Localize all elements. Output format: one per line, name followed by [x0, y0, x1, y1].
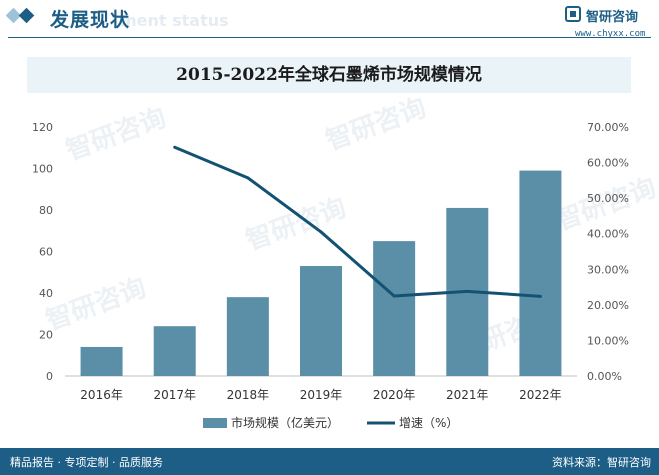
y-right-tick-label: 20.00% [587, 299, 629, 312]
legend-bar-swatch [203, 418, 227, 428]
y-left-tick-label: 100 [32, 163, 53, 176]
y-right-tick-label: 10.00% [587, 334, 629, 347]
x-tick-label: 2020年 [373, 388, 416, 402]
footer-source: 资料来源：智研咨询 [552, 456, 651, 469]
watermark-text: 智研咨询 [242, 192, 350, 257]
y-right-tick-label: 40.00% [587, 228, 629, 241]
header-divider [8, 37, 651, 38]
watermark-text: 智研咨询 [322, 92, 430, 157]
brand-url: www.chyxx.com [575, 29, 646, 39]
y-right-tick-label: 50.00% [587, 192, 629, 205]
y-left-tick-label: 120 [32, 121, 53, 134]
growth-point [392, 294, 396, 298]
y-right-tick-label: 30.00% [587, 263, 629, 276]
section-subtitle: ment status [120, 11, 229, 30]
footer-bar: 精品报告 · 专项定制 · 品质服务 资料来源：智研咨询 [0, 448, 659, 475]
y-left-tick-label: 80 [39, 204, 53, 217]
watermark-text: 智研咨询 [62, 102, 170, 167]
legend-line-label: 增速（%） [399, 416, 458, 430]
x-tick-label: 2018年 [227, 388, 270, 402]
page-header: ment status 发展现状 智研咨询 www.chyxx.com [0, 0, 659, 40]
y-right-tick-label: 0.00% [587, 370, 622, 383]
section-title: 发展现状 [50, 9, 131, 31]
brand-name: 智研咨询 [586, 10, 639, 25]
y-left-tick-label: 40 [39, 287, 53, 300]
watermark-text: 智研咨询 [42, 272, 150, 337]
bar [519, 170, 562, 376]
bar [153, 326, 196, 376]
bar [373, 241, 416, 376]
growth-point [246, 176, 250, 180]
y-left-tick-label: 0 [46, 370, 53, 383]
chart-title-band: 2015-2022年全球石墨烯市场规模情况 [27, 57, 631, 93]
footer-tagline: 精品报告 · 专项定制 · 品质服务 [10, 456, 163, 469]
x-tick-label: 2017年 [153, 388, 196, 402]
growth-line [174, 145, 541, 298]
bar [80, 346, 123, 376]
legend-bar-label: 市场规模（亿美元） [231, 415, 339, 430]
x-tick-label: 2022年 [519, 388, 562, 402]
x-tick-label: 2019年 [300, 388, 343, 402]
chart-title: 2015-2022年全球石墨烯市场规模情况 [176, 65, 482, 85]
y-left-tick-label: 20 [39, 329, 53, 342]
growth-point [465, 289, 469, 293]
growth-point [538, 294, 542, 298]
growth-point [173, 145, 177, 149]
y-left-tick-label: 60 [39, 246, 53, 259]
x-tick-label: 2021年 [446, 388, 489, 402]
bar [226, 297, 269, 376]
y-right-tick-label: 70.00% [587, 121, 629, 134]
bar [300, 266, 342, 376]
growth-point [319, 230, 323, 234]
y-right-tick-label: 60.00% [587, 157, 629, 170]
brand-logo-icon [565, 6, 581, 22]
x-tick-label: 2016年 [80, 388, 123, 402]
